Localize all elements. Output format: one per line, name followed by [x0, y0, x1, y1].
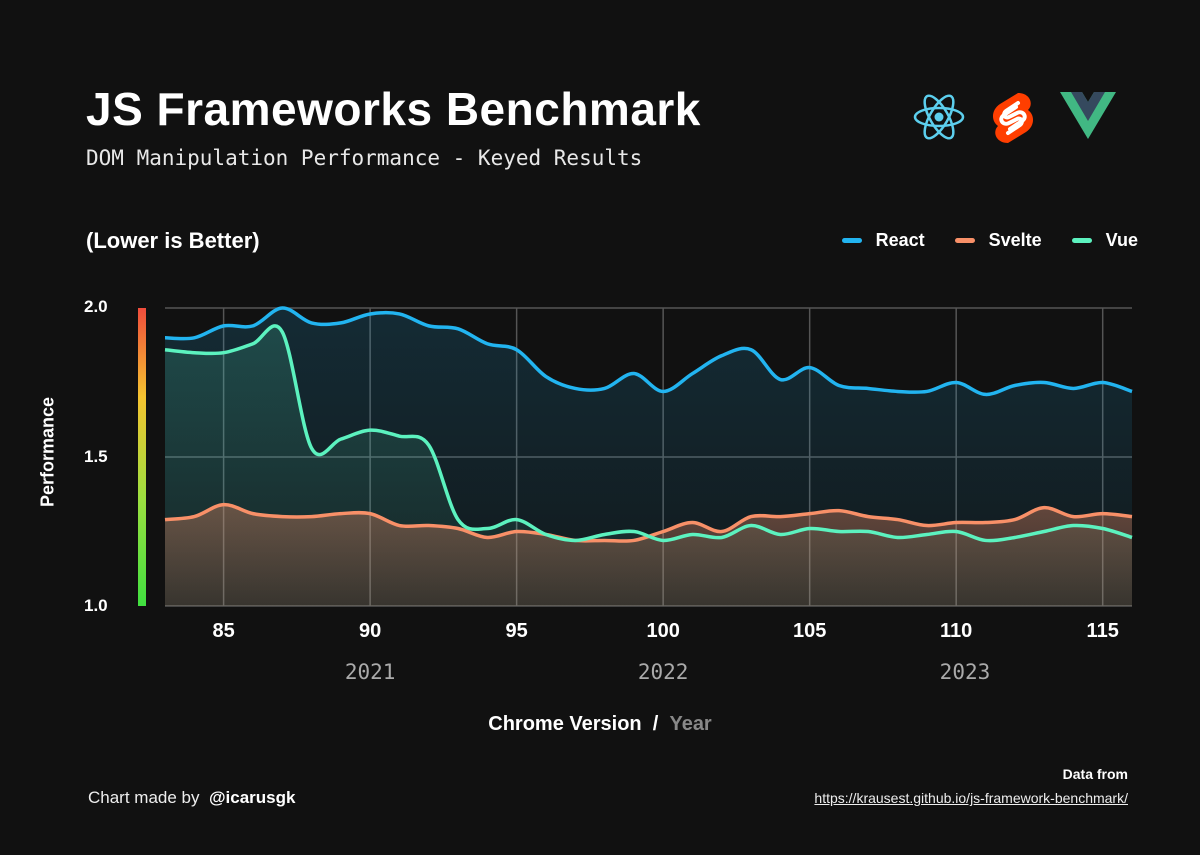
x-tick-label: 105 [792, 620, 827, 642]
performance-color-scale [138, 308, 146, 606]
x-tick-label: 90 [358, 620, 382, 642]
svelte-logo-icon [992, 93, 1034, 143]
legend-swatch [841, 238, 862, 243]
legend-label: Svelte [988, 230, 1042, 250]
source-link[interactable]: https://krausest.github.io/js-framework-… [814, 790, 1128, 806]
line-vue [164, 324, 1133, 543]
react-logo-icon [913, 94, 965, 140]
vue-logo-icon [1060, 92, 1116, 139]
x-tick-label: 95 [505, 620, 528, 642]
legend-swatch [1071, 238, 1092, 243]
area-svelte [165, 504, 1132, 606]
x-tick-label: 110 [940, 620, 973, 642]
x-axis-label: Chrome Version / Year [488, 713, 712, 735]
x-tick-label: 85 [212, 620, 235, 642]
data-source: Data from https://krausest.github.io/js-f… [814, 766, 1128, 806]
legend-label: React [875, 230, 925, 250]
page-title: JS Frameworks Benchmark [86, 83, 701, 135]
x-tick-label: 100 [646, 620, 680, 642]
y-tick-label: 1.5 [84, 447, 108, 466]
y-tick-label: 1.0 [84, 596, 108, 615]
lower-is-better-note: (Lower is Better) [86, 228, 260, 253]
legend-item-vue: Vue [1071, 230, 1138, 251]
legend-item-svelte: Svelte [954, 230, 1042, 251]
legend-item-react: React [841, 230, 925, 251]
legend-label: Vue [1105, 230, 1138, 250]
legend-swatch [954, 238, 975, 243]
credit: Chart made by @icarusgk [88, 788, 296, 807]
y-tick-label: 2.0 [84, 297, 108, 316]
line-react [164, 306, 1133, 397]
page-subtitle: DOM Manipulation Performance - Keyed Res… [86, 146, 643, 170]
author-handle[interactable]: @icarusgk [208, 788, 296, 807]
year-label: 2021 [344, 660, 396, 684]
year-label: 2023 [939, 660, 991, 684]
legend: React Svelte Vue [841, 230, 1138, 251]
year-label: 2022 [637, 660, 689, 684]
x-tick-label: 115 [1086, 620, 1119, 642]
framework-logos [912, 90, 1116, 146]
